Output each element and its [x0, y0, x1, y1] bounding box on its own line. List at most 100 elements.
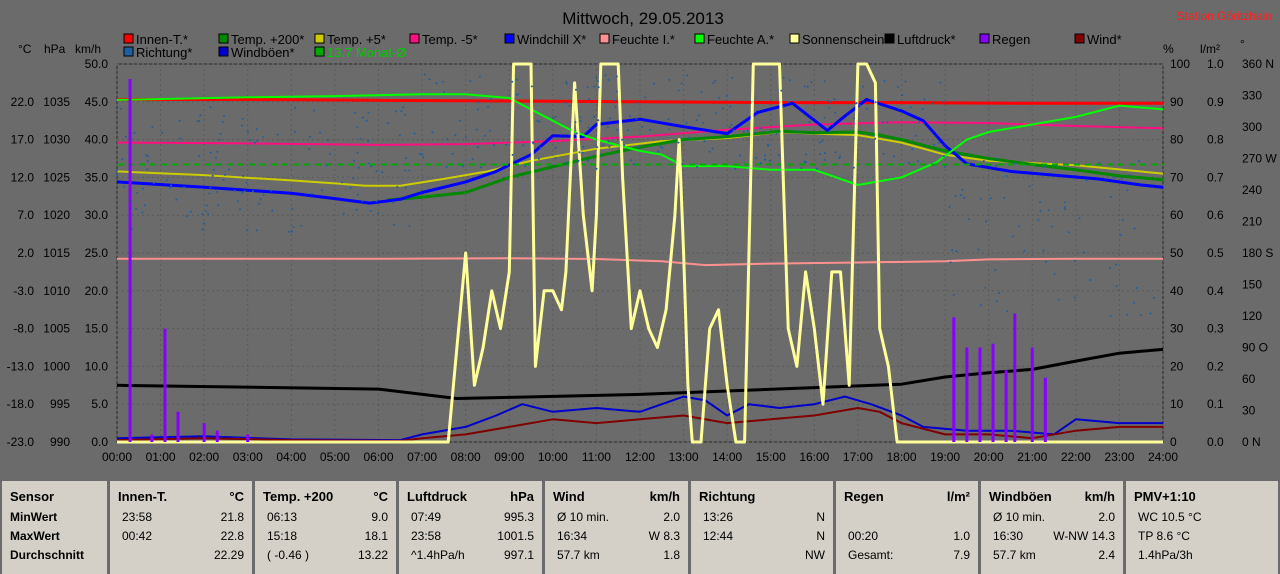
direction-dot [554, 157, 557, 160]
y-tick-pressure: 1030 [43, 133, 70, 147]
direction-dot [782, 76, 785, 79]
panel-row-value: NW [805, 548, 825, 562]
y-tick-wind: 25.0 [85, 246, 109, 260]
legend-swatch [218, 33, 229, 44]
y-tick-temp: 7.0 [17, 208, 34, 222]
direction-dot [537, 157, 540, 160]
direction-dot [454, 134, 457, 137]
direction-dot [667, 118, 670, 121]
direction-dot [955, 250, 958, 253]
rain-bar [246, 434, 250, 442]
y-tick-direction: 270 W [1242, 152, 1277, 166]
direction-dot [597, 86, 600, 89]
y-tick-wind: 15.0 [85, 322, 109, 336]
direction-dot [321, 189, 323, 192]
axis-unit-direction: ° [1240, 37, 1245, 51]
series-line [116, 395, 1163, 442]
y-tick-temp: -8.0 [13, 322, 34, 336]
panel-row-label: ( -0.46 ) [267, 548, 310, 562]
direction-dot [677, 141, 680, 144]
direction-dot [300, 224, 303, 227]
direction-dot [428, 78, 431, 81]
y-tick-wind: 30.0 [85, 208, 109, 222]
x-tick-label: 21:00 [1017, 450, 1047, 464]
direction-dot [777, 154, 780, 157]
legend-label: Innen-T.* [136, 32, 188, 47]
direction-dot [729, 105, 732, 108]
direction-dot [821, 140, 823, 142]
axis-unit-rain: l/m² [1200, 42, 1220, 56]
direction-dot [865, 107, 868, 110]
panel-row-value: 2.4 [1098, 548, 1115, 562]
x-tick-label: 14:00 [712, 450, 742, 464]
legend-swatch [218, 46, 229, 57]
direction-dot [995, 300, 998, 303]
panel-row-label: 00:42 [122, 529, 153, 543]
direction-dot [224, 173, 226, 176]
legend-swatch [789, 33, 800, 44]
y-tick-direction: 30 [1242, 404, 1256, 418]
panel-row-value: 13.22 [357, 548, 388, 562]
y-tick-rain: 0.1 [1207, 397, 1224, 411]
direction-dot [1089, 279, 1092, 281]
direction-dot [818, 153, 821, 156]
y-tick-pressure: 1025 [43, 170, 70, 184]
y-tick-direction: 180 S [1242, 246, 1273, 260]
panel-unit: km/h [1084, 489, 1115, 504]
direction-dot [909, 106, 912, 109]
direction-dot [607, 140, 610, 143]
rain-bar [215, 430, 219, 442]
direction-dot [1135, 287, 1138, 289]
direction-dot [882, 152, 885, 155]
direction-dot [874, 137, 877, 140]
direction-dot [209, 106, 212, 109]
direction-dot [778, 130, 781, 133]
direction-dot [202, 222, 205, 225]
direction-dot [199, 114, 202, 117]
direction-dot [367, 162, 370, 165]
y-tick-pressure: 1010 [43, 284, 70, 298]
direction-dot [259, 198, 262, 201]
panel-row: 16:30 W-NW 14.3 [981, 529, 1123, 547]
direction-dot [392, 201, 395, 204]
panel-row-label: 23:58 [122, 510, 153, 524]
legend-item: 13.7 Monat-Ø [314, 45, 407, 60]
legend-swatch [314, 33, 325, 44]
direction-dot [325, 164, 328, 167]
direction-dot [1045, 260, 1048, 263]
direction-dot [587, 159, 590, 162]
y-tick-percent: 10 [1170, 397, 1184, 411]
direction-dot [789, 79, 791, 82]
direction-dot [596, 80, 599, 83]
direction-dot [536, 119, 539, 122]
direction-dot [933, 143, 936, 146]
legend-swatch [979, 33, 990, 44]
legend-item: Wind* [1074, 32, 1122, 47]
panel-row-value: 21.8 [220, 510, 244, 524]
direction-dot [688, 136, 691, 139]
legend-swatch [123, 33, 134, 44]
y-tick-wind: 10.0 [85, 359, 109, 373]
direction-dot [152, 182, 155, 184]
direction-dot [696, 165, 699, 168]
direction-dot [294, 106, 297, 109]
direction-dot [367, 140, 370, 142]
direction-dot [1083, 251, 1086, 254]
x-tick-label: 16:00 [799, 450, 829, 464]
y-tick-percent: 90 [1170, 95, 1184, 109]
direction-dot [458, 119, 461, 122]
direction-dot [587, 126, 590, 129]
direction-dot [255, 229, 258, 232]
direction-dot [977, 248, 980, 251]
y-tick-rain: 0.9 [1207, 95, 1224, 109]
direction-dot [262, 136, 265, 139]
direction-dot [369, 210, 372, 212]
direction-dot [554, 116, 557, 118]
y-tick-wind: 35.0 [85, 170, 109, 184]
panel-header: Regen l/m² [836, 489, 978, 507]
y-tick-temp: -18.0 [7, 397, 35, 411]
direction-dot [657, 150, 660, 153]
direction-dot [615, 75, 618, 78]
direction-dot [271, 209, 274, 212]
direction-dot [451, 152, 454, 155]
